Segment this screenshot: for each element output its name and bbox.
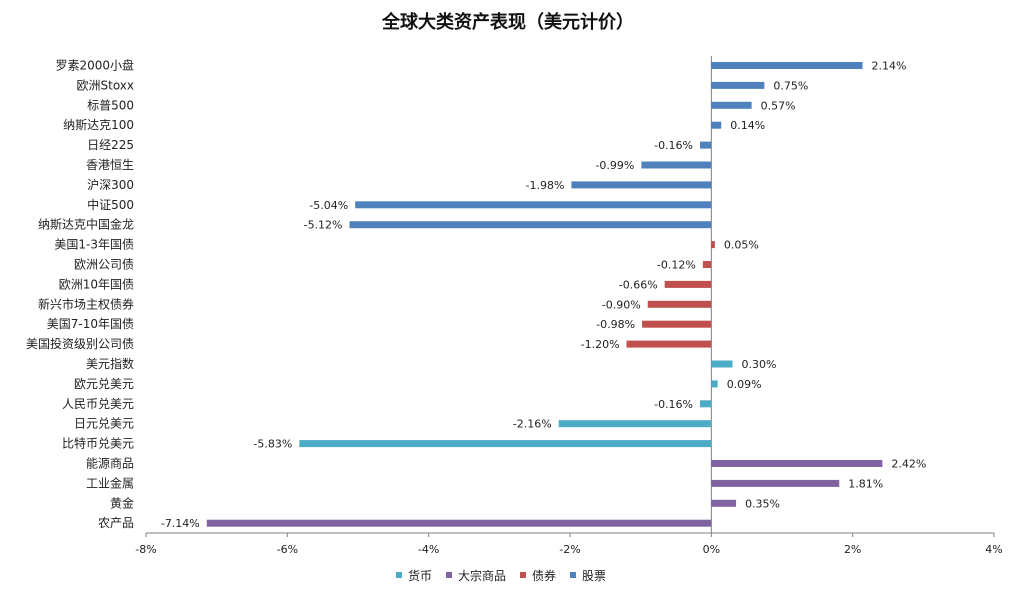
category-label: 比特币兑美元: [62, 436, 134, 451]
category-label: 纳斯达克中国金龙: [38, 217, 134, 232]
category-label: 黄金: [110, 495, 134, 510]
data-label: 0.30%: [742, 358, 777, 371]
data-label: 1.81%: [848, 477, 883, 490]
legend-label: 货币: [408, 568, 432, 583]
category-label: 香港恒生: [86, 158, 134, 172]
bar: [711, 81, 765, 89]
x-tick-label: -2%: [559, 543, 580, 556]
legend-label: 债券: [532, 568, 556, 583]
data-label: 0.75%: [773, 79, 808, 92]
bar: [355, 201, 712, 209]
data-label: -1.20%: [581, 338, 620, 351]
data-label: 2.42%: [891, 458, 926, 471]
data-label: -1.98%: [525, 179, 564, 192]
legend-swatch: [396, 572, 402, 578]
bar: [711, 479, 840, 487]
category-label: 美国1-3年国债: [54, 238, 134, 252]
category-label: 新兴市场主权债券: [38, 296, 134, 311]
chart-title: 全球大类资产表现（美元计价）: [382, 12, 634, 33]
data-label: -5.04%: [309, 199, 348, 212]
data-label: -7.14%: [161, 517, 200, 530]
bar: [641, 161, 712, 169]
x-tick-label: 2%: [844, 543, 861, 556]
data-label: -2.16%: [513, 418, 552, 431]
data-label: 0.14%: [730, 119, 765, 132]
bar: [711, 360, 733, 368]
legend-swatch: [446, 572, 452, 578]
legend-label: 股票: [582, 569, 606, 583]
x-tick-label: -6%: [277, 543, 298, 556]
bar: [711, 101, 752, 109]
category-label: 美元指数: [86, 356, 134, 371]
data-label: 0.09%: [727, 378, 762, 391]
bar: [571, 181, 712, 189]
legend-swatch: [520, 572, 526, 578]
data-label: 0.05%: [724, 239, 759, 252]
x-tick-label: 4%: [985, 543, 1002, 556]
category-label: 中证500: [87, 197, 134, 212]
category-label: 沪深300: [87, 178, 134, 192]
data-label: -5.12%: [304, 219, 343, 232]
bar: [206, 519, 712, 527]
data-label: 0.35%: [745, 497, 780, 510]
bar: [700, 400, 712, 408]
bar: [711, 460, 883, 467]
legend-label: 大宗商品: [458, 568, 506, 583]
bar: [711, 499, 737, 507]
bar: [558, 420, 712, 428]
category-label: 欧洲10年国债: [59, 277, 134, 291]
bar: [711, 380, 718, 388]
bar: [702, 261, 712, 268]
bar: [349, 221, 712, 229]
category-label: 能源商品: [86, 456, 134, 471]
category-label: 农产品: [98, 516, 134, 530]
category-label: 纳斯达克100: [63, 118, 134, 132]
data-label: -0.99%: [595, 159, 634, 172]
bar: [626, 340, 712, 348]
data-label: -0.90%: [602, 298, 641, 311]
category-label: 美国7-10年国债: [47, 317, 134, 331]
category-label: 欧洲公司债: [74, 258, 134, 272]
bar: [711, 241, 715, 249]
bar: [299, 440, 712, 448]
category-label: 日元兑美元: [74, 417, 134, 431]
data-label: -0.16%: [654, 398, 693, 411]
bar: [711, 121, 722, 129]
data-label: -0.12%: [657, 259, 696, 272]
category-label: 罗素2000小盘: [55, 58, 134, 73]
bar: [700, 141, 712, 149]
category-label: 日经225: [87, 138, 134, 152]
x-tick-label: -8%: [135, 543, 156, 556]
category-label: 工业金属: [86, 475, 134, 490]
data-label: -0.16%: [654, 139, 693, 152]
x-tick-label: 0%: [703, 543, 720, 556]
category-label: 欧元兑美元: [74, 377, 134, 391]
category-label: 美国投资级别公司债: [26, 336, 134, 351]
data-label: -0.66%: [619, 278, 658, 291]
category-label: 人民币兑美元: [62, 397, 134, 411]
bar: [711, 62, 863, 69]
data-label: -5.83%: [253, 438, 292, 451]
data-label: 0.57%: [761, 99, 796, 112]
x-tick-label: -4%: [418, 543, 439, 556]
data-label: 2.14%: [872, 60, 907, 73]
bar: [642, 320, 712, 328]
data-label: -0.98%: [596, 318, 635, 331]
bar: [647, 300, 712, 308]
category-label: 标普500: [87, 98, 134, 112]
bar: [664, 280, 712, 288]
legend-swatch: [570, 572, 576, 578]
category-label: 欧洲Stoxx: [77, 78, 135, 92]
